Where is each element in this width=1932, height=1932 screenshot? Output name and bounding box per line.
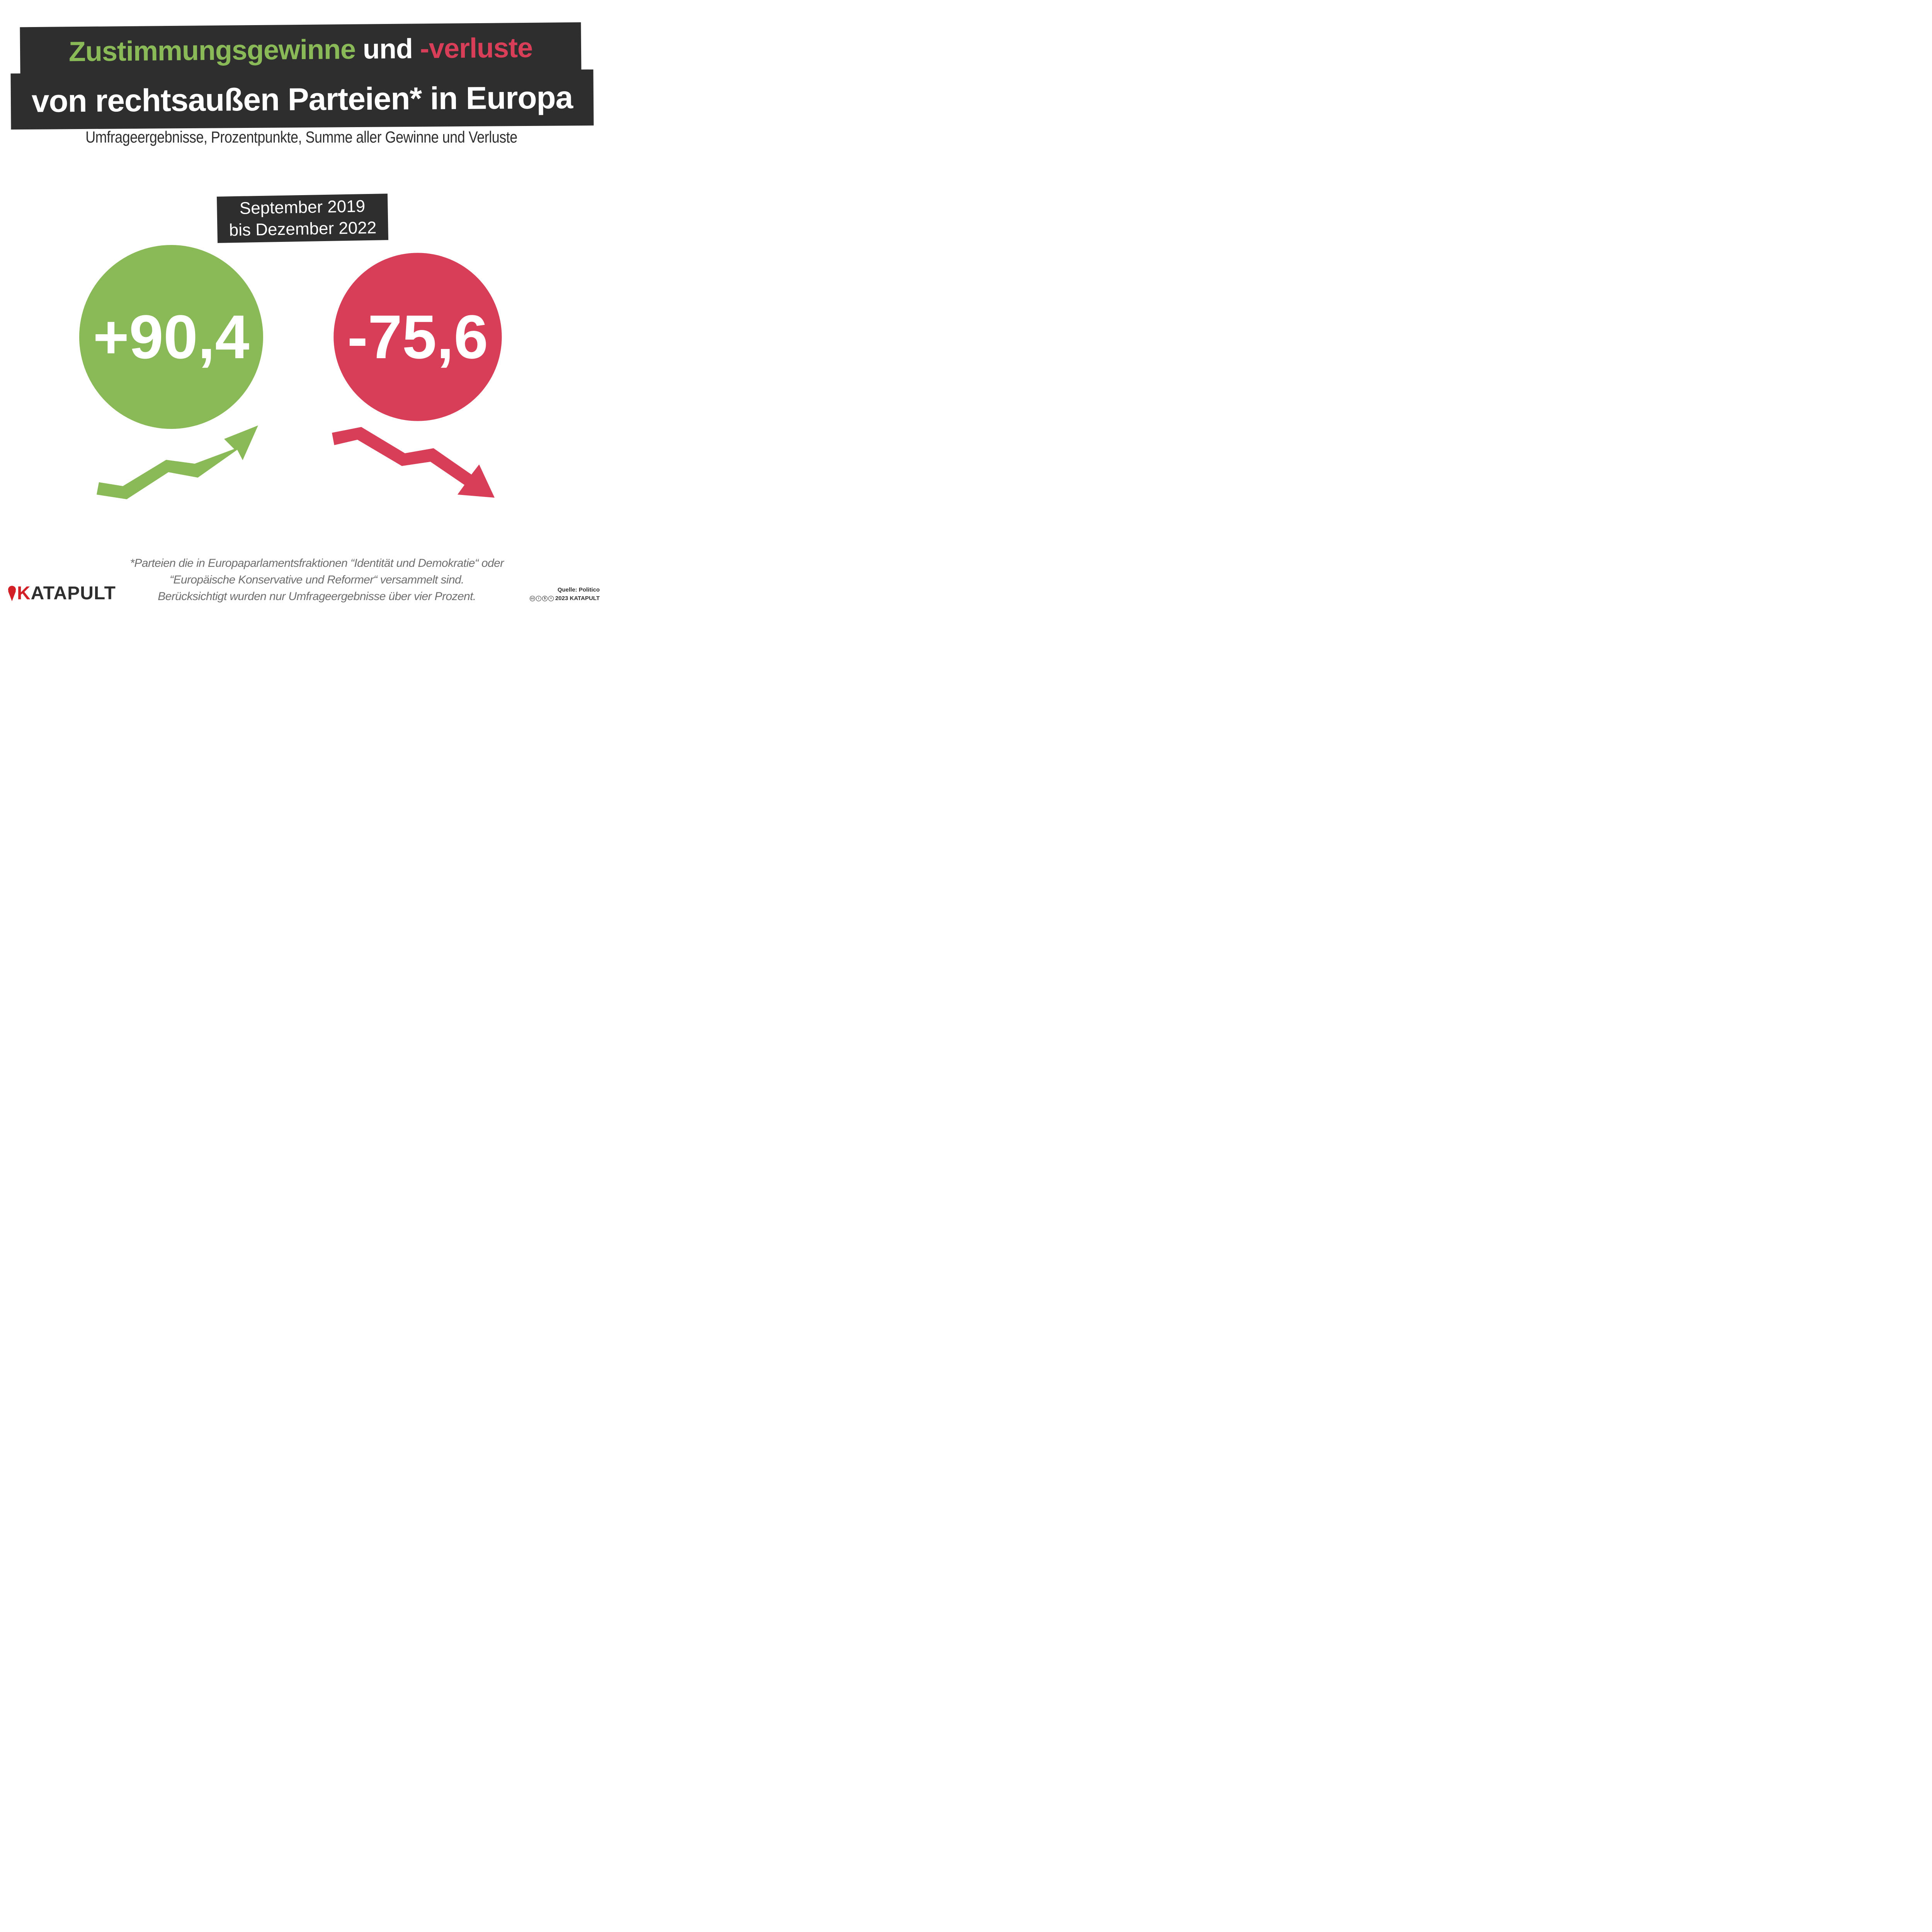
source-label: Quelle: Politico bbox=[557, 587, 600, 593]
trend-up-arrow-icon bbox=[97, 425, 258, 499]
by-icon: i bbox=[536, 596, 541, 602]
license-icons: cc i $ = bbox=[529, 596, 554, 602]
footnote: *Parteien die in Europaparlamentsfraktio… bbox=[112, 555, 522, 605]
footnote-line-1: *Parteien die in Europaparlamentsfraktio… bbox=[130, 557, 504, 570]
ice-cream-logo-icon bbox=[8, 585, 16, 601]
gewinne-bubble bbox=[79, 245, 263, 429]
gewinne-value-label: +90,4 bbox=[93, 302, 250, 371]
footnote-line-3: Berücksichtigt wurden nur Umfrageergebni… bbox=[158, 590, 476, 603]
copyright-text: 2023 KATAPULT bbox=[555, 595, 600, 602]
logo-letter-k: K bbox=[17, 583, 31, 604]
nd-icon: = bbox=[548, 596, 554, 602]
source-block: Quelle: Politico cc i $ = 2023 KATAPULT bbox=[529, 586, 600, 603]
nc-icon: $ bbox=[542, 596, 548, 602]
value-chart: +90,4 -75,6 bbox=[79, 245, 502, 499]
footnote-line-2: “Europäische Konservative und Reformer“ … bbox=[170, 573, 464, 586]
verluste-value-label: -75,6 bbox=[347, 302, 488, 371]
copyright-line: cc i $ = 2023 KATAPULT bbox=[529, 594, 600, 603]
cc-icon: cc bbox=[529, 596, 535, 602]
logo-text: ATAPULT bbox=[31, 583, 116, 604]
verluste-bubble bbox=[333, 253, 502, 421]
subtitle: Umfrageergebnisse, Prozentpunkte, Summe … bbox=[85, 128, 517, 146]
katapult-logo: K ATAPULT bbox=[7, 583, 116, 604]
trend-down-arrow-icon bbox=[332, 427, 495, 498]
